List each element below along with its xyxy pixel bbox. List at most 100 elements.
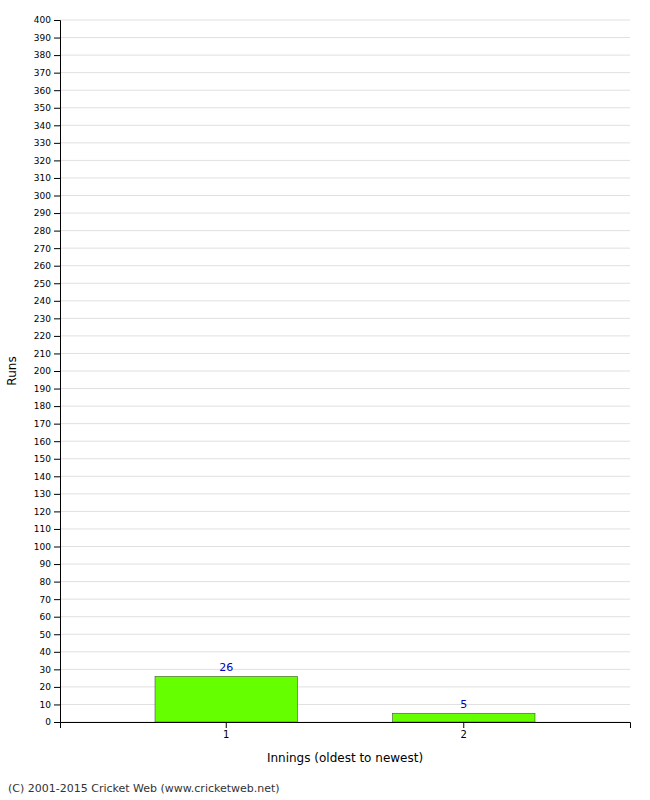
- tick-mark: [54, 196, 60, 197]
- y-tick: 290: [34, 208, 60, 218]
- y-tick: 350: [34, 103, 60, 113]
- data-label: 5: [460, 698, 467, 711]
- grid-line: [60, 441, 630, 442]
- y-tick: 300: [34, 191, 60, 201]
- y-tick: 230: [34, 314, 60, 324]
- y-tick: 180: [34, 401, 60, 411]
- grid-line: [60, 72, 630, 73]
- tick-label: 230: [34, 314, 51, 324]
- tick-label: 70: [40, 595, 52, 605]
- y-tick: 80: [40, 577, 60, 587]
- y-tick: 160: [34, 437, 60, 447]
- tick-mark: [463, 722, 464, 728]
- y-tick: 210: [34, 349, 60, 359]
- y-tick: 320: [34, 156, 60, 166]
- y-tick: 30: [40, 665, 60, 675]
- tick-mark: [54, 687, 60, 688]
- tick-label: 360: [34, 86, 51, 96]
- tick-mark: [54, 704, 60, 705]
- grid-line: [60, 300, 630, 301]
- tick-mark: [54, 564, 60, 565]
- grid-line: [60, 406, 630, 407]
- tick-mark: [54, 617, 60, 618]
- grid-line: [60, 599, 630, 600]
- tick-mark: [54, 143, 60, 144]
- tick-label: 180: [34, 401, 51, 411]
- tick-label: 190: [34, 384, 51, 394]
- tick-mark: [54, 529, 60, 530]
- grid-line: [60, 476, 630, 477]
- tick-mark: [54, 599, 60, 600]
- tick-label: 390: [34, 33, 51, 43]
- bars: [155, 676, 535, 722]
- tick-label: 210: [34, 349, 51, 359]
- tick-mark: [54, 160, 60, 161]
- tick-label: 260: [34, 261, 51, 271]
- tick-label: 140: [34, 472, 51, 482]
- tick-mark: [54, 547, 60, 548]
- grid-line: [60, 564, 630, 565]
- footer: (C) 2001-2015 Cricket Web (www.cricketwe…: [8, 782, 280, 795]
- tick-label: 90: [40, 559, 52, 569]
- chart: 0102030405060708090100110120130140150160…: [0, 0, 650, 800]
- tick-mark: [226, 722, 227, 728]
- grid-line: [60, 546, 630, 547]
- x-axis: 12: [61, 722, 631, 740]
- y-tick: 260: [34, 261, 60, 271]
- tick-mark: [54, 318, 60, 319]
- grid-line: [60, 651, 630, 652]
- plot: 0102030405060708090100110120130140150160…: [34, 15, 631, 740]
- tick-mark: [54, 634, 60, 635]
- tick-label: 110: [34, 524, 51, 534]
- tick-mark: [54, 652, 60, 653]
- tick-label: 240: [34, 296, 51, 306]
- data-label: 26: [219, 661, 233, 674]
- tick-mark: [54, 722, 60, 723]
- tick-mark: [54, 301, 60, 302]
- y-tick: 270: [34, 244, 60, 254]
- grid-line: [60, 493, 630, 494]
- axis-line: [61, 723, 631, 729]
- tick-label: 340: [34, 121, 51, 131]
- grid-line: [60, 160, 630, 161]
- grid-line: [60, 634, 630, 635]
- y-tick: 130: [34, 489, 60, 499]
- grid-line: [60, 248, 630, 249]
- y-tick: 120: [34, 507, 60, 517]
- y-tick: 220: [34, 331, 60, 341]
- tick-label: 250: [34, 279, 51, 289]
- tick-label: 300: [34, 191, 51, 201]
- y-tick: 170: [34, 419, 60, 429]
- y-tick: 240: [34, 296, 60, 306]
- tick-label: 270: [34, 244, 51, 254]
- y-tick: 0: [45, 717, 60, 727]
- tick-mark: [54, 213, 60, 214]
- grid-line: [60, 125, 630, 126]
- y-tick: 190: [34, 384, 60, 394]
- y-tick: 200: [34, 366, 60, 376]
- tick-mark: [54, 476, 60, 477]
- grid-line: [60, 195, 630, 196]
- tick-label: 320: [34, 156, 51, 166]
- tick-mark: [54, 459, 60, 460]
- grid-line: [60, 388, 630, 389]
- y-tick: 100: [34, 542, 60, 552]
- grid-line: [60, 107, 630, 108]
- grid-line: [60, 704, 630, 705]
- tick-label: 220: [34, 331, 51, 341]
- tick-label: 310: [34, 173, 51, 183]
- y-tick: 360: [34, 86, 60, 96]
- tick-label: 130: [34, 489, 51, 499]
- y-tick: 60: [40, 612, 60, 622]
- y-tick: 250: [34, 279, 60, 289]
- bar: [393, 713, 536, 722]
- y-tick: 90: [40, 559, 60, 569]
- tick-mark: [54, 231, 60, 232]
- grid-line: [60, 20, 630, 21]
- tick-mark: [54, 336, 60, 337]
- tick-mark: [54, 38, 60, 39]
- tick-label: 400: [34, 15, 51, 25]
- tick-label: 160: [34, 437, 51, 447]
- y-tick: 310: [34, 173, 60, 183]
- y-tick: 390: [34, 33, 60, 43]
